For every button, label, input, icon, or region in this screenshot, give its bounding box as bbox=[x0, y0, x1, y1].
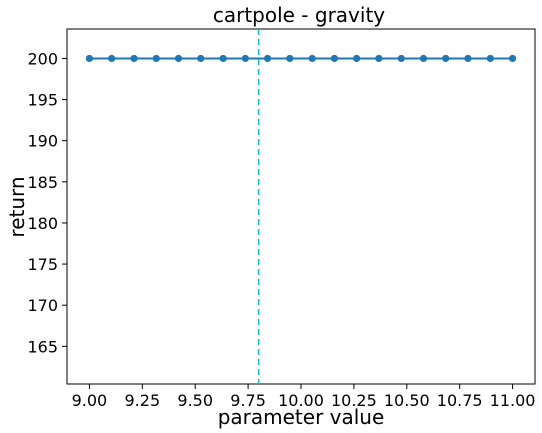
x-tick-label: 10.50 bbox=[384, 391, 430, 410]
data-point bbox=[330, 54, 339, 63]
data-point bbox=[375, 54, 383, 63]
data-point bbox=[174, 54, 183, 63]
data-point bbox=[286, 54, 294, 63]
data-point bbox=[197, 54, 205, 63]
data-point bbox=[464, 54, 472, 63]
data-point bbox=[130, 54, 138, 63]
plot-area: 9.00 9.25 9.50 9.75 10.00 10.25 10.50 10.75 11.0… bbox=[27, 28, 536, 410]
plot-frame bbox=[66, 28, 536, 385]
data-point bbox=[263, 54, 272, 63]
data-point bbox=[486, 54, 494, 63]
data-point bbox=[241, 54, 249, 63]
y-tick-label: 165 bbox=[27, 337, 58, 356]
y-tick-label: 200 bbox=[27, 49, 58, 68]
data-point bbox=[442, 54, 450, 63]
chart-title: cartpole - gravity bbox=[213, 3, 385, 27]
data-point bbox=[85, 54, 94, 63]
data-point bbox=[152, 54, 160, 63]
data-point bbox=[219, 54, 227, 63]
x-tick-label: 9.50 bbox=[177, 391, 213, 410]
x-tick-label: 9.25 bbox=[125, 391, 161, 410]
y-tick-label: 175 bbox=[27, 255, 58, 274]
x-tick-label: 10.25 bbox=[331, 391, 377, 410]
data-point bbox=[108, 54, 116, 63]
x-tick-label: 11.00 bbox=[490, 391, 536, 410]
y-tick-label: 190 bbox=[27, 132, 58, 151]
x-tick-label: 9.00 bbox=[72, 391, 108, 410]
data-point bbox=[308, 54, 316, 63]
y-axis-label: return bbox=[5, 176, 29, 237]
data-point bbox=[353, 54, 361, 63]
data-point bbox=[508, 54, 517, 63]
y-tick-label: 180 bbox=[27, 214, 58, 233]
data-point bbox=[397, 54, 405, 63]
y-tick-label: 195 bbox=[27, 91, 58, 110]
x-tick-label: 10.75 bbox=[437, 391, 483, 410]
data-point bbox=[419, 54, 428, 63]
x-tick-label: 10.00 bbox=[278, 391, 324, 410]
y-tick-label: 170 bbox=[27, 296, 58, 315]
x-axis-label: parameter value bbox=[218, 405, 385, 429]
x-tick-label: 9.75 bbox=[230, 391, 266, 410]
y-tick-label: 185 bbox=[27, 173, 58, 192]
